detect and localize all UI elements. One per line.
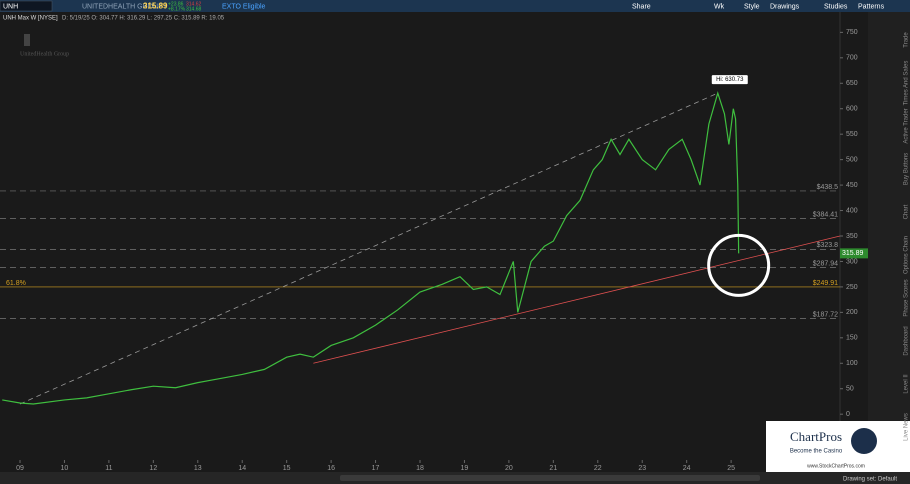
x-tick-label: 24: [683, 465, 691, 472]
ad-url: www.StockChartPros.com: [807, 463, 865, 469]
y-tick-label: 100: [846, 360, 858, 367]
sidebar-tab[interactable]: Times And Sales: [904, 61, 910, 106]
sidebar-tab[interactable]: Chart: [904, 204, 910, 219]
chart-subtitle: D: 5/19/25 O: 304.77 H: 316.29 L: 297.25…: [62, 16, 225, 22]
trendline: [313, 235, 841, 364]
y-tick-label: 200: [846, 309, 858, 316]
sidebar: [868, 12, 910, 460]
watermark: UnitedHealth Group: [20, 51, 69, 57]
y-tick-label: 500: [846, 156, 858, 163]
status: Drawing set: Default: [843, 477, 897, 483]
y-tick-label: 150: [846, 335, 858, 342]
x-tick-label: 13: [194, 465, 202, 472]
toolbar-button[interactable]: Drawings: [770, 3, 800, 10]
toolbar-button[interactable]: Wk: [714, 3, 725, 10]
symbol[interactable]: UNH: [3, 3, 18, 10]
ad-tagline: Become the Casino: [790, 449, 843, 455]
y-tick-label: 450: [846, 182, 858, 189]
x-tick-label: 14: [238, 465, 246, 472]
x-tick-label: 23: [638, 465, 646, 472]
annotation-box: [711, 75, 748, 85]
sidebar-tab[interactable]: Level II: [904, 374, 910, 394]
y-tick-label: 400: [846, 207, 858, 214]
highlight-circle: [707, 233, 771, 297]
trendline: [19, 92, 718, 405]
toolbar: [0, 0, 910, 12]
company: UNITEDHEALTH GROUP I: [82, 3, 167, 10]
scrollbar[interactable]: [340, 475, 760, 481]
price-level-label: $249.91: [813, 280, 838, 287]
price-level-label: $384.41: [813, 211, 838, 218]
sidebar-tab[interactable]: Dashboard: [904, 326, 910, 355]
y-tick-label: 300: [846, 258, 858, 265]
sidebar-tab[interactable]: Trade: [904, 32, 910, 48]
sidebar-tab[interactable]: Live News: [904, 413, 910, 441]
x-tick-label: 10: [61, 465, 69, 472]
y-tick-label: 50: [846, 386, 854, 393]
chart-title: UNH Max W [NYSE]: [3, 16, 58, 22]
x-tick-label: 15: [283, 465, 291, 472]
y-tick-label: 750: [846, 29, 858, 36]
price-level-label: $187.72: [813, 311, 838, 318]
y-tick-label: 0: [846, 411, 850, 418]
x-tick-label: 20: [505, 465, 513, 472]
toolbar-button[interactable]: Patterns: [858, 3, 885, 10]
ad-box: [766, 421, 910, 472]
x-tick-label: 12: [149, 465, 157, 472]
toolbar-button[interactable]: Share: [632, 3, 651, 10]
ask: 314.68: [186, 6, 202, 12]
bid: 314.62: [186, 1, 202, 7]
y-tick-label: 600: [846, 106, 858, 113]
price-level-label: $438.5: [817, 184, 839, 191]
watermark-logo: [24, 34, 30, 46]
x-tick-label: 19: [461, 465, 469, 472]
symbol-box[interactable]: [0, 0, 53, 12]
last-price-box: [840, 248, 868, 259]
x-tick-label: 09: [16, 465, 24, 472]
y-tick-label: 350: [846, 233, 858, 240]
sidebar-tab[interactable]: Buy Buttons: [904, 153, 910, 185]
y-tick-label: 550: [846, 131, 858, 138]
sidebar-tab[interactable]: Active Trader: [904, 108, 910, 143]
annotation: Hi: 630.73: [716, 77, 744, 83]
price-level-label: $287.94: [813, 260, 838, 267]
y-tick-label: 250: [846, 284, 858, 291]
price-line: [2, 91, 740, 405]
x-tick-label: 22: [594, 465, 602, 472]
last-price-label: 315.89: [842, 250, 864, 257]
exto: EXTO Eligible: [222, 3, 266, 10]
x-tick-label: 16: [327, 465, 335, 472]
y-tick-label: 700: [846, 55, 858, 62]
ad-logo: [851, 428, 877, 454]
x-tick-label: 17: [372, 465, 380, 472]
sidebar-tab[interactable]: Options Chain: [904, 236, 910, 274]
ad-brand: ChartPros: [790, 429, 842, 444]
change-pct: +8.17%: [168, 6, 186, 12]
price-level-label: $323.8: [817, 242, 839, 249]
toolbar-button[interactable]: Style: [744, 3, 760, 10]
change: +23.86: [168, 1, 184, 7]
x-tick-label: 18: [416, 465, 424, 472]
fib-label: 61.8%: [6, 280, 26, 287]
y-tick-label: 650: [846, 80, 858, 87]
toolbar-button[interactable]: Studies: [824, 3, 848, 10]
last-price: 315.89: [143, 2, 168, 11]
x-tick-label: 25: [727, 465, 735, 472]
x-tick-label: 21: [549, 465, 557, 472]
x-tick-label: 11: [105, 465, 112, 472]
sidebar-tab[interactable]: Phase Scores: [904, 279, 910, 316]
